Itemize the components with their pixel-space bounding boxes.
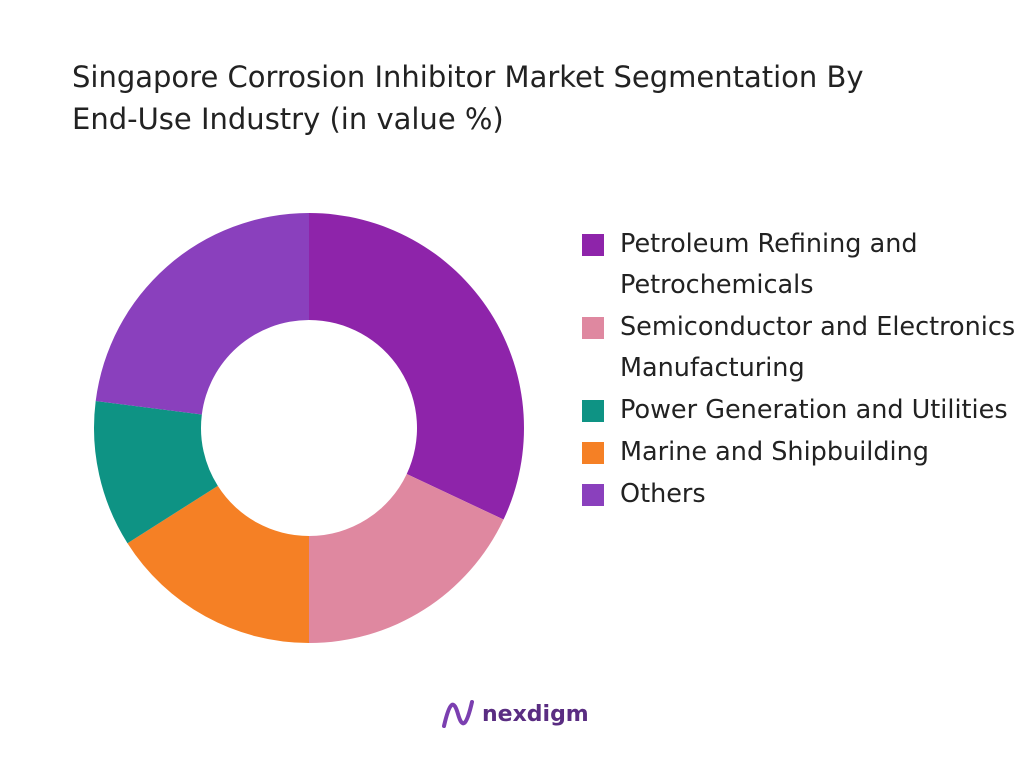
legend-swatch (582, 400, 604, 422)
legend-swatch (582, 317, 604, 339)
donut-slice (95, 213, 309, 415)
legend-item: Semiconductor and Electronics Manufactur… (582, 307, 1022, 389)
donut-slice (94, 401, 218, 544)
donut-slice (309, 473, 504, 643)
legend-label: Marine and Shipbuilding (620, 437, 929, 467)
legend-label: Power Generation and Utilities (620, 395, 1008, 425)
legend-item: Power Generation and Utilities (582, 390, 1022, 431)
legend-label: Semiconductor and Electronics Manufactur… (620, 312, 1016, 383)
legend-item: Petroleum Refining and Petrochemicals (582, 224, 1022, 306)
chart-title: Singapore Corrosion Inhibitor Market Seg… (72, 60, 864, 136)
donut-slice (309, 213, 524, 520)
donut-slice (127, 485, 309, 643)
legend-swatch (582, 234, 604, 256)
logo-icon (442, 700, 474, 728)
legend-item: Marine and Shipbuilding (582, 432, 1022, 473)
legend: Petroleum Refining and Petrochemicals Sem… (582, 224, 1022, 516)
legend-swatch (582, 442, 604, 464)
legend-swatch (582, 484, 604, 506)
logo: nexdigm (440, 696, 589, 732)
chart (94, 213, 524, 643)
logo-text: nexdigm (482, 701, 589, 727)
legend-item: Others (582, 474, 1022, 515)
legend-label: Petroleum Refining and Petrochemicals (620, 229, 918, 300)
legend-label: Others (620, 479, 706, 509)
